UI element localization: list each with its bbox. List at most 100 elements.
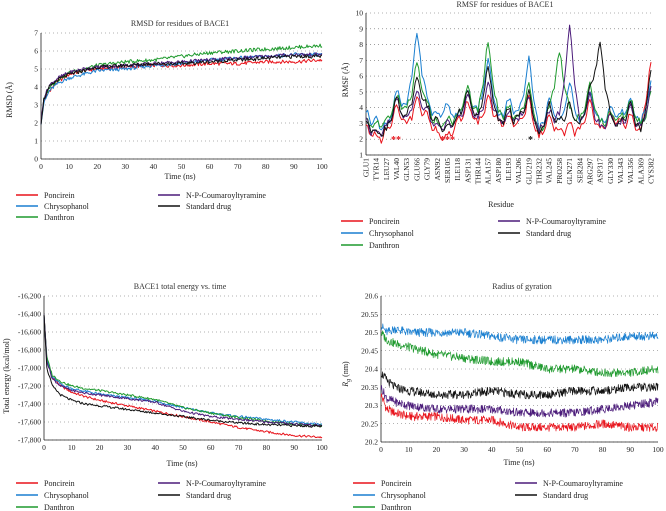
y-tick-label: 7 [34, 29, 38, 38]
x-tick-label: 30 [460, 445, 468, 454]
y-tick-label: -16,600 [18, 328, 41, 337]
series-line-poncirein [380, 393, 659, 432]
y-tick-label: -17,200 [18, 382, 41, 391]
x-tick-label: 50 [178, 162, 186, 171]
series-line-coumaroyl [43, 314, 323, 427]
x-tick-label: GLY79 [423, 158, 432, 180]
x-tick-label: VAL343 [616, 158, 625, 184]
y-tick-label: -16,400 [18, 310, 41, 319]
y-tick-label: 20.5 [365, 328, 378, 337]
y-tick-label: 2 [34, 119, 38, 128]
x-tick-label: ILE118 [453, 158, 462, 181]
x-tick-label: 80 [263, 443, 271, 452]
legend-label-poncirein: Poncirein [44, 191, 75, 200]
chart-panel-4: 20.2 20.25 20.3 20.35 20.4 20.45 20.5 20.55 20.6… [361, 292, 664, 455]
panel3-ylabel: Total energy (kcal/mol) [2, 338, 11, 414]
x-tick-label: 60 [207, 443, 215, 452]
series-line-danthron [365, 42, 652, 134]
x-tick-label: ASN92 [433, 158, 442, 181]
series-line-poncirein [43, 314, 323, 439]
y-tick-label: 20.6 [365, 292, 378, 301]
y-tick-label: 1 [34, 137, 38, 146]
series-line-danthron [380, 330, 659, 378]
x-tick-label: GLN271 [565, 158, 574, 185]
x-tick-label: VAL206 [514, 158, 523, 184]
y-tick-label: 1 [359, 151, 363, 160]
y-tick-label: 20.35 [361, 383, 378, 392]
y-tick-label: 9 [359, 24, 363, 33]
x-tick-label: 30 [124, 443, 132, 452]
x-tick-label: SER284 [575, 158, 584, 183]
panel4-legend: Poncirein Chrysophanol Danthron N-P-Coum… [353, 479, 623, 511]
x-tick-label: 20 [96, 443, 104, 452]
x-tick-label: ASP317 [596, 158, 605, 183]
legend-label-poncirein: Poncirein [369, 217, 400, 226]
legend-label-standard: Standard drug [186, 202, 231, 211]
x-tick-label: 0 [42, 443, 46, 452]
panel3-legend: Poncirein Chrysophanol Danthron N-P-Coum… [16, 479, 266, 511]
legend-label-coumaroyl: N-P-Coumaroyltyramine [186, 191, 266, 200]
panel1-legend: Poncirein Chrysophanol Danthron N-P-Coum… [16, 191, 266, 222]
series-line-standard [380, 371, 659, 400]
series-line-danthron [43, 314, 323, 428]
x-tick-label: 10 [65, 162, 73, 171]
x-tick-label: ALA369 [636, 158, 645, 185]
x-tick-label: 60 [543, 445, 551, 454]
x-tick-label: 90 [290, 162, 298, 171]
x-tick-label: 20 [433, 445, 441, 454]
panel1-ylabel: RMSD (Å) [5, 82, 14, 118]
x-tick-label: 70 [234, 162, 242, 171]
x-tick-label: 100 [316, 443, 328, 452]
x-tick-label: 70 [235, 443, 243, 452]
x-tick-label: ILE193 [504, 158, 513, 181]
y-tick-label: -16,800 [18, 346, 41, 355]
series-line-chrysophanol [380, 323, 659, 345]
legend-label-coumaroyl: N-P-Coumaroyltyramine [543, 479, 623, 488]
x-tick-label: 60 [206, 162, 214, 171]
series-line-poncirein [365, 62, 652, 144]
x-tick-label: 0 [39, 162, 43, 171]
panel4-xlabel: Time (ns) [503, 458, 534, 467]
x-tick-label: 30 [122, 162, 130, 171]
panel4-ylabel-symbol: R [341, 382, 350, 388]
legend-label-chrysophanol: Chrysophanol [369, 229, 415, 238]
x-tick-label: THR232 [535, 158, 544, 185]
legend-label-poncirein: Poncirein [381, 479, 412, 488]
x-tick-label: 20 [93, 162, 101, 171]
y-tick-label: -17,800 [18, 436, 41, 445]
y-tick-label: 5 [359, 87, 363, 96]
x-tick-label: TYR14 [372, 158, 381, 181]
legend-label-coumaroyl: N-P-Coumaroyltyramine [526, 217, 606, 226]
x-tick-label: 40 [150, 162, 158, 171]
y-tick-label: 5 [34, 65, 38, 74]
panel1-xlabel: Time (ns) [164, 172, 195, 181]
series-line-standard [40, 54, 323, 125]
x-tick-label: 40 [151, 443, 159, 452]
legend-label-coumaroyl: N-P-Coumaroyltyramine [186, 479, 266, 488]
legend-label-standard: Standard drug [543, 491, 588, 500]
legend-label-chrysophanol: Chrysophanol [44, 202, 90, 211]
legend-label-chrysophanol: Chrysophanol [44, 491, 90, 500]
x-tick-label: ASP131 [463, 158, 472, 183]
series-line-chrysophanol [43, 314, 323, 426]
x-tick-label: 80 [599, 445, 607, 454]
legend-label-danthron: Danthron [381, 503, 411, 511]
x-tick-label: 40 [488, 445, 496, 454]
y-tick-label: 20.45 [361, 346, 378, 355]
x-tick-label: ALA157 [484, 158, 493, 185]
panel2-xlabel: Residue [488, 200, 514, 209]
x-tick-label: GLU1 [362, 158, 371, 177]
x-tick-label: 100 [652, 445, 664, 454]
x-tick-label: VAL356 [626, 158, 635, 184]
y-tick-label: 0 [34, 155, 38, 164]
series-line-coumaroyl [365, 24, 652, 137]
x-tick-label: LEU27 [382, 158, 391, 180]
series-line-coumaroyl [380, 384, 659, 418]
y-tick-label: 4 [359, 103, 363, 112]
panel2-legend: Poncirein Chrysophanol Danthron N-P-Coum… [341, 217, 606, 250]
y-tick-label: 3 [359, 119, 363, 128]
panel2-title: RMSF for residues of BACE1 [457, 0, 554, 9]
chart-panel-3: -16,200 -16,400 -16,600 -16,800 -17,000 -17,2… [18, 292, 328, 453]
